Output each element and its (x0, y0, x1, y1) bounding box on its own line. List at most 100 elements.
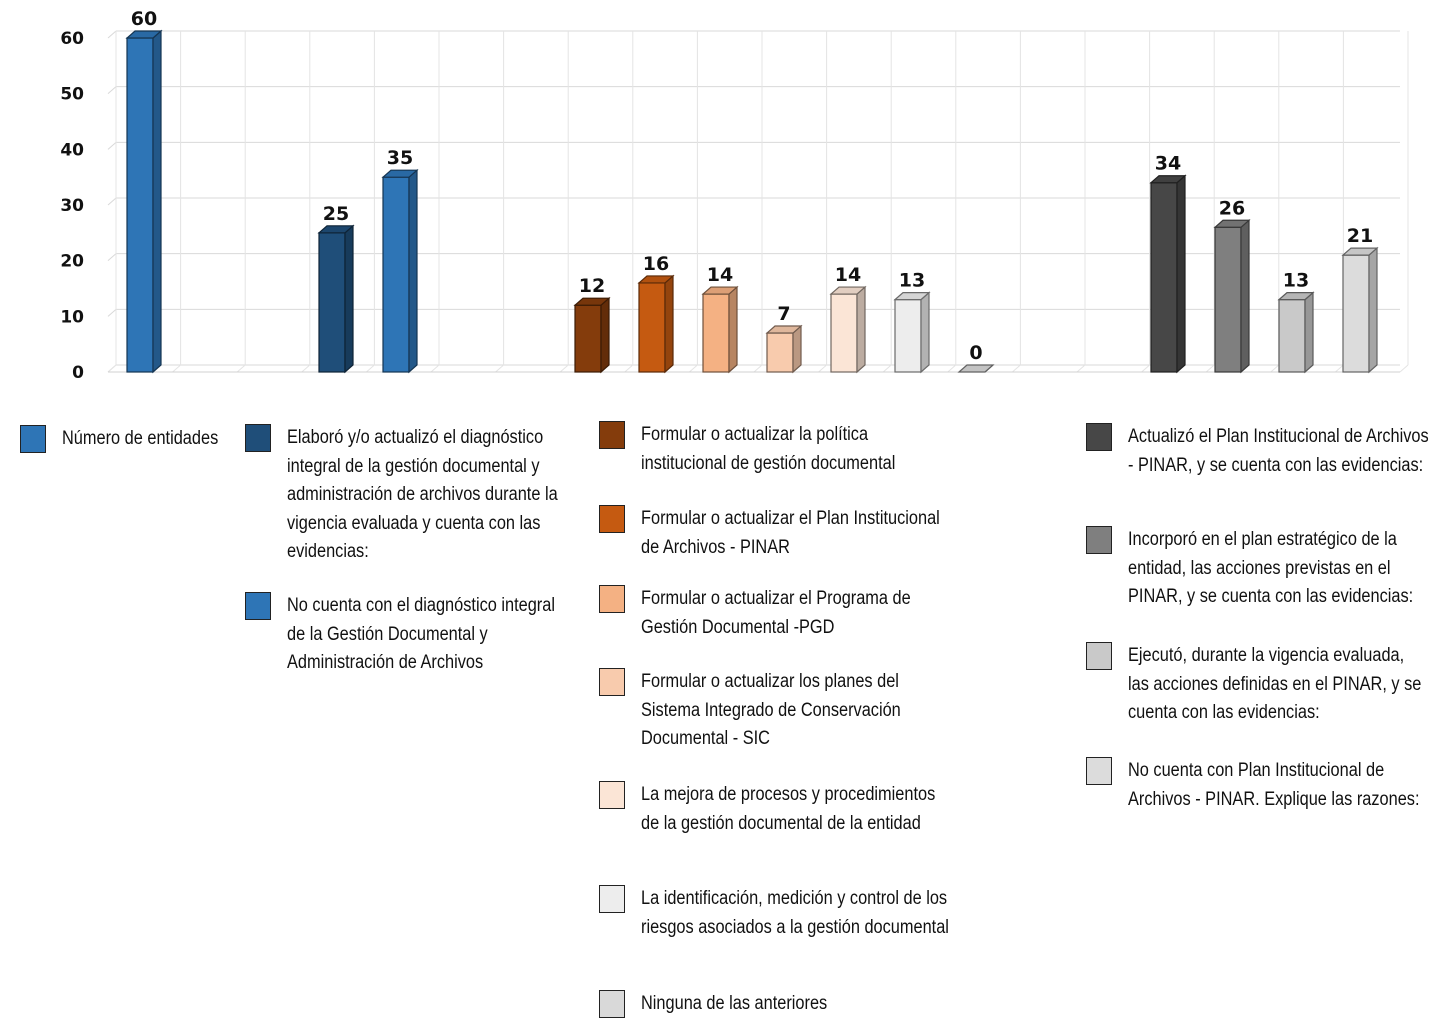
legend-swatch (599, 505, 625, 533)
bar-front (702, 293, 730, 373)
y-tick-label: 30 (60, 196, 84, 216)
y-tick-label: 40 (60, 140, 84, 160)
bar-top (381, 169, 419, 178)
bar-top (1213, 219, 1251, 228)
bar (701, 285, 739, 374)
legend-item: Incorporó en el plan estratégico de la e… (1086, 526, 1437, 612)
data-label: 34 (1155, 153, 1181, 175)
bar-front (574, 304, 602, 373)
bar (125, 29, 163, 374)
legend-swatch (1086, 642, 1112, 670)
legend-label: Ejecutó, durante la vigencia evaluada, l… (1128, 645, 1422, 723)
floor-line (107, 364, 117, 373)
legend-label: Formular o actualizar la política instit… (641, 424, 896, 474)
bars (125, 29, 1379, 374)
legend-label: La mejora de procesos y procedimientos d… (641, 784, 936, 834)
floor-line (1141, 364, 1150, 373)
floor-line (1335, 364, 1344, 373)
floor-line (236, 364, 246, 373)
floor-line (1205, 364, 1215, 373)
y-tick-label: 10 (60, 307, 84, 327)
data-label: 16 (643, 253, 669, 275)
bar-top (573, 297, 611, 306)
y-tick-label: 20 (60, 252, 84, 272)
bar-front (382, 176, 410, 373)
bar-side (344, 224, 354, 374)
bar-top (829, 286, 867, 295)
floor-line (624, 364, 634, 373)
floor-line (1076, 364, 1086, 373)
legend-label: Incorporó en el plan estratégico de la e… (1128, 529, 1414, 607)
floor-line (172, 364, 181, 373)
bar-side (1368, 246, 1378, 374)
bar (381, 168, 419, 374)
data-label: 13 (1283, 270, 1309, 292)
bar-top (125, 30, 163, 39)
gridline-h-depth (107, 86, 117, 95)
floor-line (689, 364, 698, 373)
bar-side (792, 324, 802, 374)
bar-side (728, 285, 738, 374)
bar (1341, 246, 1379, 374)
gridlines (107, 30, 1409, 373)
bar-top (765, 325, 803, 334)
bar-side (152, 29, 162, 374)
bar-front (1214, 226, 1242, 373)
legend-item: Número de entidades (20, 425, 292, 454)
floor-line (818, 364, 827, 373)
bar-side (1176, 174, 1186, 374)
bar-side (920, 291, 930, 374)
bar-front (126, 37, 154, 373)
bar-top (317, 225, 355, 234)
legend-swatch (1086, 757, 1112, 785)
bar (573, 296, 611, 374)
legend-item: La identificación, medición y control de… (599, 885, 1011, 942)
gridline-h-depth (107, 30, 117, 39)
bar-side (856, 285, 866, 374)
data-labels: 60 25 35 12 16 14 7 14 13 0 34 26 13 21 (131, 8, 1373, 364)
floor-line (1399, 364, 1409, 373)
bar-front (638, 282, 666, 373)
bar-side (408, 168, 418, 374)
legend-swatch (599, 421, 625, 449)
data-label: 13 (899, 270, 925, 292)
bar (637, 274, 675, 374)
bar-top (701, 286, 739, 295)
bar-top (957, 364, 995, 373)
data-label: 26 (1219, 197, 1245, 219)
bar (317, 224, 355, 374)
legend-swatch (599, 668, 625, 696)
bar (1213, 218, 1251, 374)
legend-label: Actualizó el Plan Institucional de Archi… (1128, 426, 1429, 476)
y-tick-label: 50 (60, 85, 84, 105)
legend-label: Ninguna de las anteriores (641, 993, 828, 1014)
bar-front (894, 299, 922, 373)
bar (957, 364, 995, 373)
bar-front (830, 293, 858, 373)
data-label: 14 (707, 264, 733, 286)
legend-item: No cuenta con Plan Institucional de Arch… (1086, 757, 1437, 814)
bar-top (893, 292, 931, 301)
legend-swatch (1086, 423, 1112, 451)
legend-swatch (1086, 526, 1112, 554)
legend-swatch (245, 592, 271, 620)
bar-side (664, 274, 674, 374)
floor-line (753, 364, 763, 373)
legend-label: Formular o actualizar los planes del Sis… (641, 671, 901, 749)
legend-item: Formular o actualizar la política instit… (599, 421, 1001, 478)
data-label: 25 (323, 203, 349, 225)
floor-line (430, 364, 440, 373)
legend-item: Elaboró y/o actualizó el diagnóstico int… (245, 424, 607, 567)
legend-swatch (599, 781, 625, 809)
bar-side (600, 296, 610, 374)
legend-item: Formular o actualizar los planes del Sis… (599, 668, 1001, 754)
legend-swatch (599, 885, 625, 913)
legend-label: No cuenta con el diagnóstico integral de… (287, 595, 555, 673)
bar-front (318, 232, 346, 373)
data-label: 14 (835, 264, 861, 286)
legend-label: Formular o actualizar el Plan Institucio… (641, 508, 940, 558)
bar-top (1277, 292, 1315, 301)
y-tick-label: 60 (60, 29, 84, 49)
legend-label: La identificación, medición y control de… (641, 888, 949, 938)
bar-side (1304, 291, 1314, 374)
